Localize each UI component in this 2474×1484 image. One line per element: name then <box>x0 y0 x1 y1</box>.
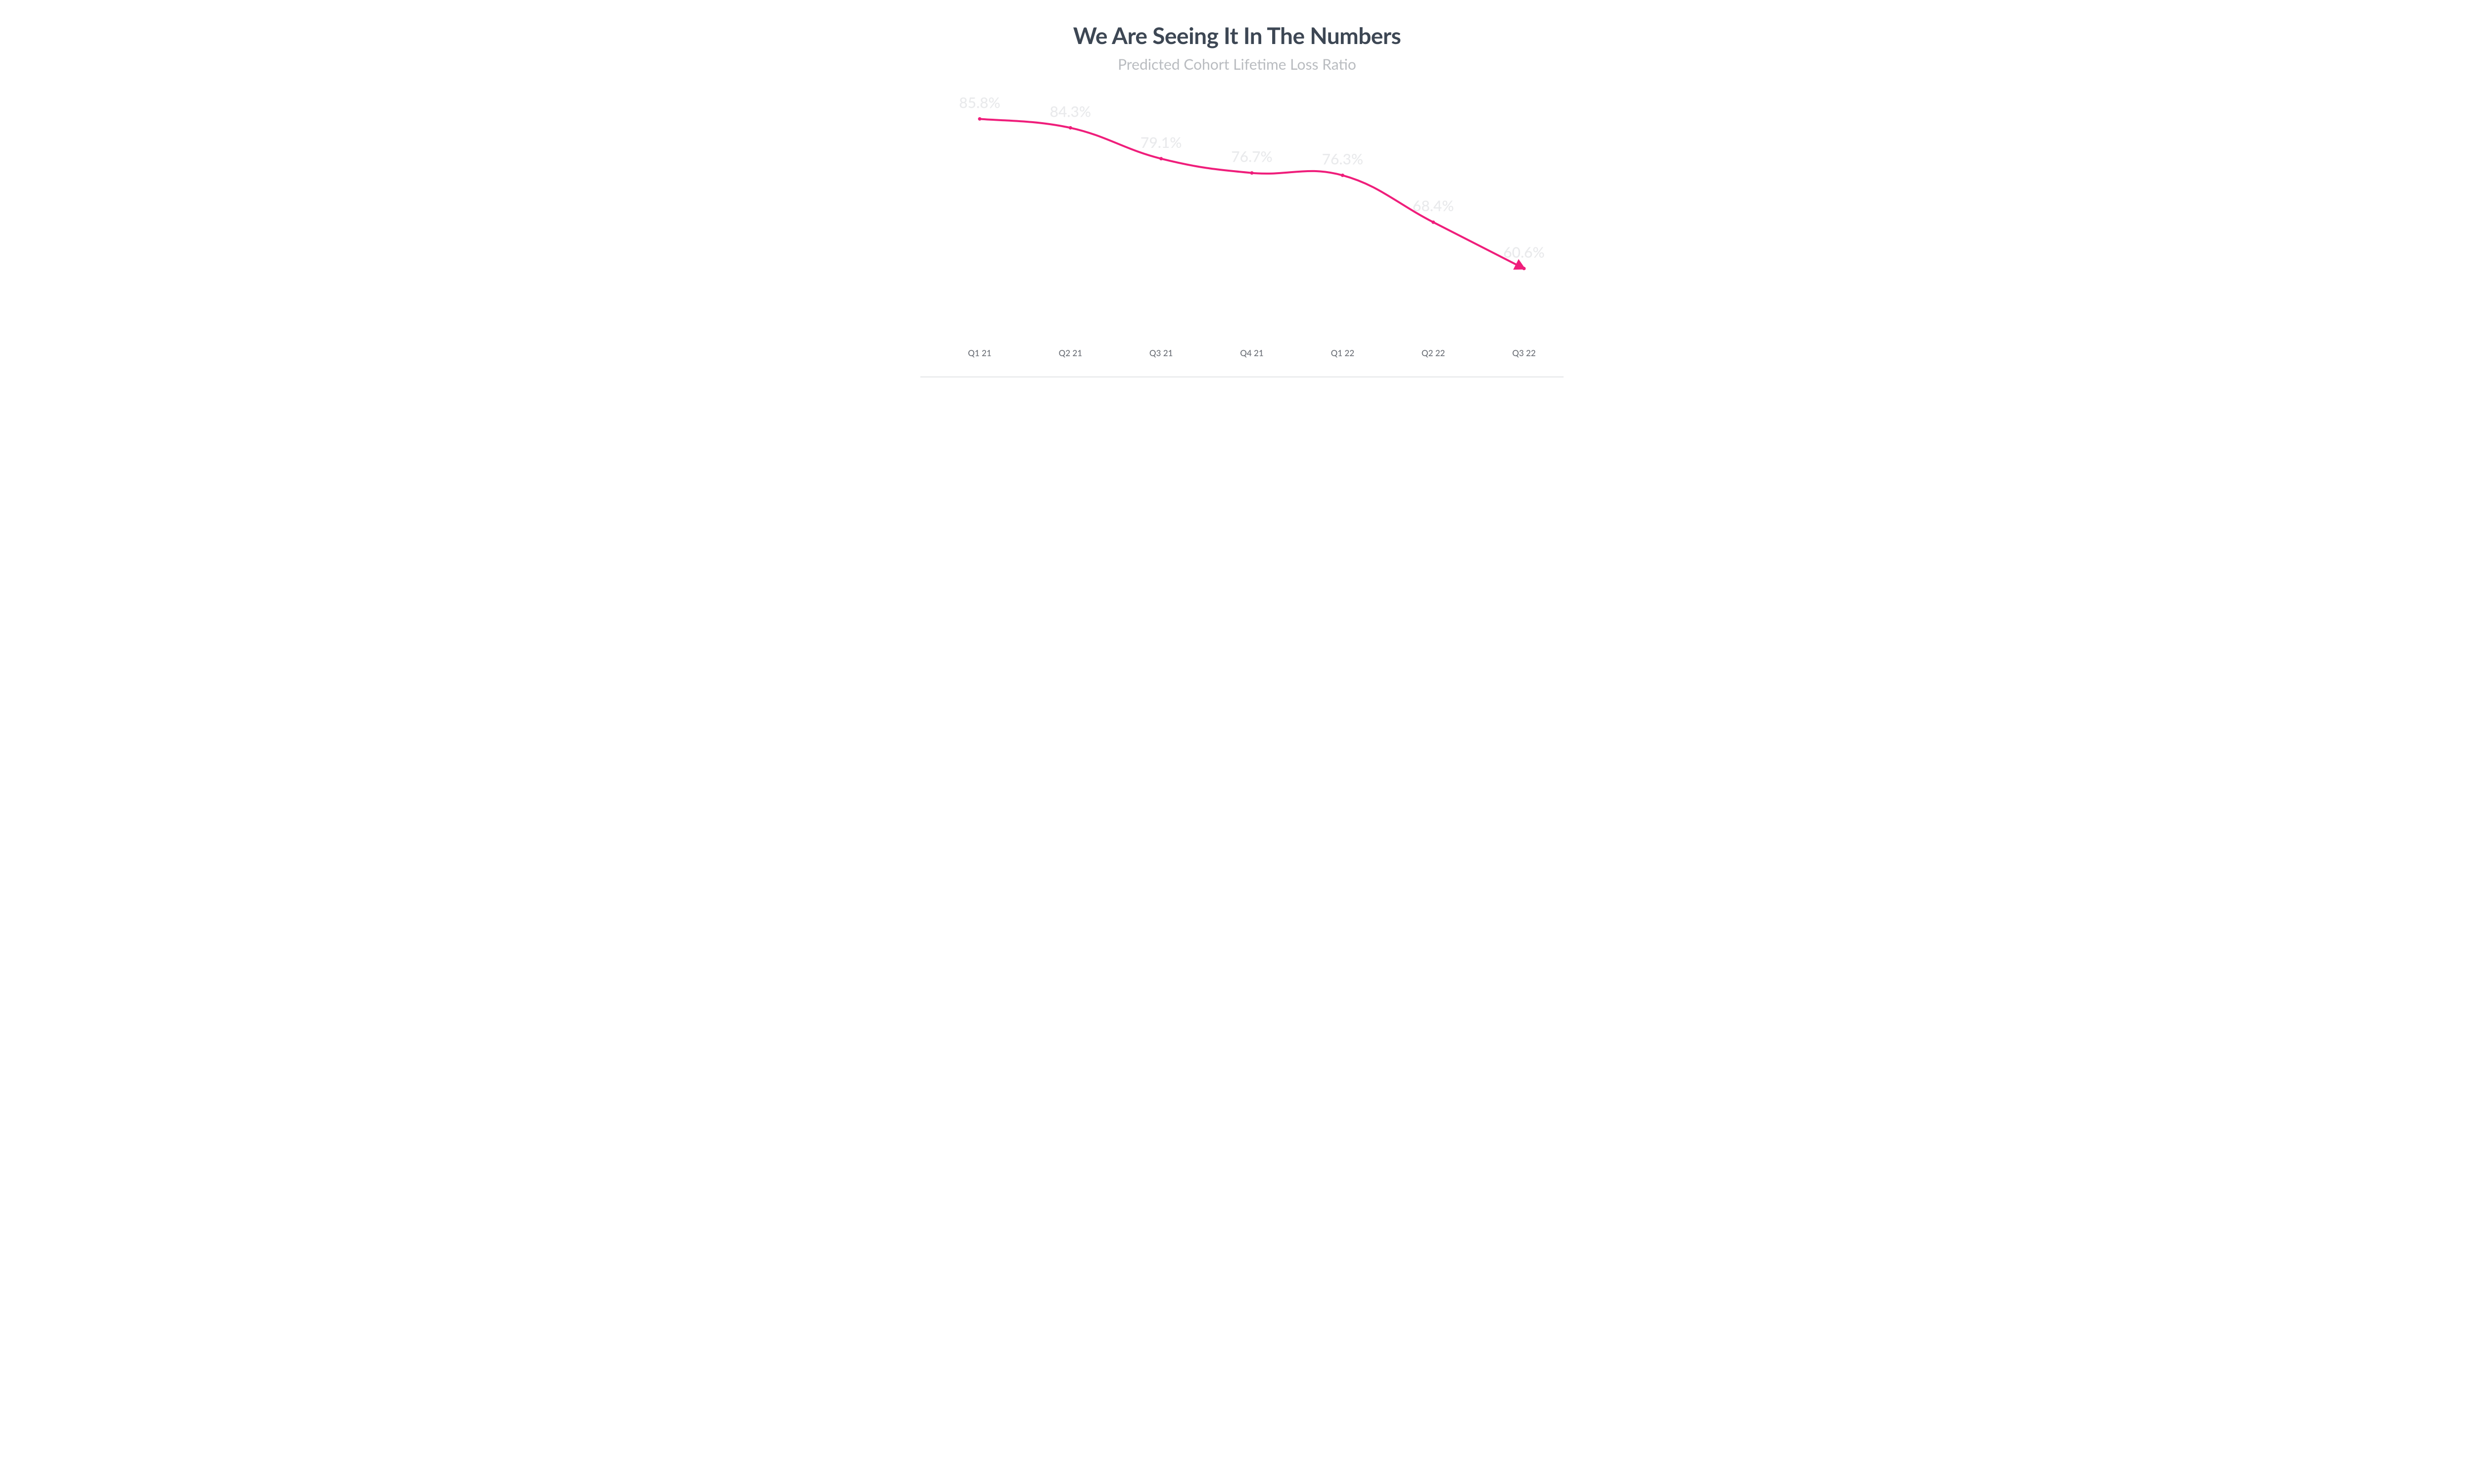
data-point <box>1250 171 1254 175</box>
x-axis-label: Q1 21 <box>968 348 992 358</box>
data-label: 84.3% <box>1050 102 1091 120</box>
data-point <box>1159 157 1163 160</box>
x-axis-label: Q3 21 <box>1149 348 1173 358</box>
slide-title: We Are Seeing It In The Numbers <box>871 22 1603 49</box>
slide: We Are Seeing It In The Numbers Predicte… <box>871 0 1603 412</box>
line-chart: Q1 21 Q2 21 Q3 21 Q4 21 Q1 22 Q2 22 Q3 22 85.8%… <box>920 84 1564 381</box>
x-axis-label: Q2 21 <box>1059 348 1083 358</box>
data-label: 85.8% <box>959 93 1000 111</box>
data-label: 76.3% <box>1322 150 1363 168</box>
data-label: 79.1% <box>1141 134 1182 151</box>
data-label: 60.6% <box>1503 243 1544 261</box>
x-axis-label: Q3 22 <box>1512 348 1536 358</box>
x-axis-label: Q2 22 <box>1422 348 1445 358</box>
data-point <box>1069 126 1072 130</box>
series-line <box>980 119 1524 268</box>
chart-container: Q1 21 Q2 21 Q3 21 Q4 21 Q1 22 Q2 22 Q3 22 85.8%… <box>920 84 1564 381</box>
data-point <box>1341 174 1344 177</box>
x-axis-label: Q1 22 <box>1331 348 1355 358</box>
x-axis-label: Q4 21 <box>1240 348 1264 358</box>
slide-subtitle: Predicted Cohort Lifetime Loss Ratio <box>871 55 1603 73</box>
data-label: 76.7% <box>1231 148 1272 166</box>
data-point <box>978 117 982 121</box>
data-point <box>1431 221 1435 224</box>
data-label: 68.4% <box>1413 197 1454 215</box>
